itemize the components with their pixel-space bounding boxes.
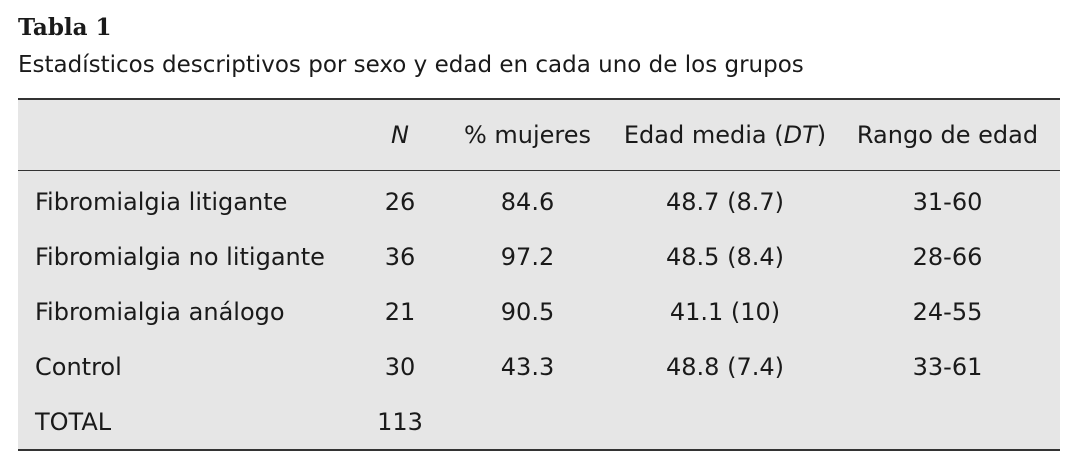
table-cell — [835, 394, 1060, 450]
table-cell: 28-66 — [912, 242, 983, 271]
table-cell: 31-60 — [912, 187, 983, 216]
table-cell: 33-61 — [912, 352, 983, 381]
row-label: Fibromialgia análogo — [35, 297, 285, 326]
header-cell: % mujeres — [440, 99, 615, 171]
table: N % mujeres Edad media (DT) Rango de edad F… — [18, 98, 1060, 451]
row-label: Control — [35, 352, 122, 381]
table-title: Tabla 1 — [18, 14, 112, 41]
table-cell: 36 — [384, 242, 416, 271]
table-cell: 48.5 (8.4) — [666, 242, 784, 271]
header-row: N % mujeres Edad media (DT) Rango de edad — [18, 99, 1060, 171]
header-cell: Rango de edad — [835, 99, 1060, 171]
table-row: Fibromialgia análogo 21 90.5 41.1 (10) 24-55 — [18, 284, 1060, 339]
table-cell: 26 — [384, 187, 416, 216]
table-cell — [615, 394, 835, 450]
table-row: Fibromialgia litigante 26 84.6 48.7 (8.7) 31… — [18, 171, 1060, 230]
table-body: Fibromialgia litigante 26 84.6 48.7 (8.7) 31… — [18, 171, 1060, 451]
table-cell — [440, 394, 615, 450]
table-cell: 24-55 — [912, 297, 983, 326]
table-cell: 84.6 — [500, 187, 555, 216]
header-text: N — [391, 121, 409, 149]
row-label: Fibromialgia no litigante — [35, 242, 325, 271]
table-cell: 48.8 (7.4) — [666, 352, 784, 381]
table-cell: 43.3 — [500, 352, 555, 381]
header-text: DT — [783, 121, 817, 149]
table-cell: 113 — [377, 407, 423, 436]
header-text: % mujeres — [463, 121, 592, 149]
header-text: Edad media ( — [623, 121, 784, 149]
table-cell: 21 — [384, 297, 416, 326]
header-text: Rango de edad — [856, 121, 1039, 149]
table-cell: 97.2 — [500, 242, 555, 271]
table-cell: 48.7 (8.7) — [666, 187, 784, 216]
table-row: Fibromialgia no litigante 36 97.2 48.5 (8.4… — [18, 229, 1060, 284]
table-row: TOTAL 113 — [18, 394, 1060, 450]
header-cell: Edad media (DT) — [615, 99, 835, 171]
header-text: ) — [816, 121, 827, 149]
table-cell: 41.1 (10) — [669, 297, 781, 326]
header-cell — [18, 99, 360, 171]
row-label: Fibromialgia litigante — [35, 187, 288, 216]
header-cell: N — [360, 99, 440, 171]
table-row: Control 30 43.3 48.8 (7.4) 33-61 — [18, 339, 1060, 394]
table-cell: 30 — [384, 352, 416, 381]
table-caption: Estadísticos descriptivos por sexo y eda… — [18, 52, 804, 78]
table-cell: 90.5 — [500, 297, 555, 326]
row-label: TOTAL — [35, 407, 112, 436]
